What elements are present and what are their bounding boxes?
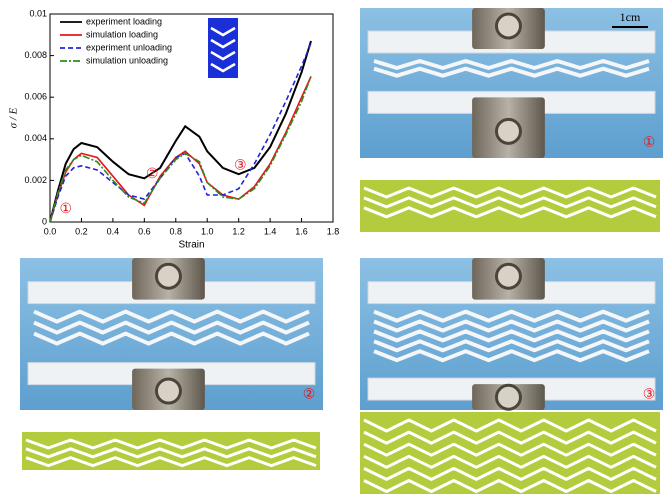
legend-label: simulation unloading bbox=[86, 55, 168, 65]
x-tick-label: 0.0 bbox=[44, 226, 57, 236]
state-label: ① bbox=[643, 134, 656, 150]
annotation: ③ bbox=[234, 157, 247, 173]
y-tick-label: 0 bbox=[42, 216, 47, 226]
y-tick-label: 0.006 bbox=[24, 92, 47, 102]
bottom-bolt bbox=[156, 379, 180, 403]
top-bolt bbox=[496, 14, 520, 38]
x-tick-label: 1.4 bbox=[264, 226, 277, 236]
series-line bbox=[50, 41, 311, 222]
x-tick-label: 1.8 bbox=[327, 226, 340, 236]
x-tick-label: 0.4 bbox=[107, 226, 120, 236]
bottom-bolt bbox=[496, 385, 520, 409]
x-tick-label: 1.0 bbox=[201, 226, 214, 236]
x-axis-label: Strain bbox=[178, 240, 204, 251]
x-tick-label: 1.6 bbox=[295, 226, 308, 236]
y-tick-label: 0.01 bbox=[29, 8, 47, 18]
x-tick-label: 0.6 bbox=[138, 226, 151, 236]
y-tick-label: 0.004 bbox=[24, 133, 47, 143]
state-label: ② bbox=[303, 386, 316, 402]
legend-label: experiment loading bbox=[86, 16, 162, 26]
annotation: ② bbox=[146, 165, 159, 181]
figure: 0.0 0.2 0.4 0.6 0.8 1.0 1.2 1.4 1.6 1.8 0 0.002 0.00… bbox=[0, 0, 665, 496]
top-bolt bbox=[496, 264, 520, 288]
x-tick-label: 0.2 bbox=[75, 226, 88, 236]
scale-bar-label: 1cm bbox=[620, 10, 641, 24]
state-label: ③ bbox=[643, 386, 656, 402]
top-bolt bbox=[156, 264, 180, 288]
series-line bbox=[50, 76, 311, 222]
legend-label: simulation loading bbox=[86, 29, 158, 39]
x-tick-label: 0.8 bbox=[170, 226, 183, 236]
x-tick-label: 1.2 bbox=[232, 226, 245, 236]
y-axis-label: σ / E bbox=[8, 107, 20, 128]
annotation: ① bbox=[59, 200, 72, 216]
bottom-bolt bbox=[496, 119, 520, 143]
y-tick-label: 0.008 bbox=[24, 50, 47, 60]
y-tick-label: 0.002 bbox=[24, 175, 47, 185]
series-line bbox=[50, 76, 311, 222]
legend-label: experiment unloading bbox=[86, 42, 172, 52]
